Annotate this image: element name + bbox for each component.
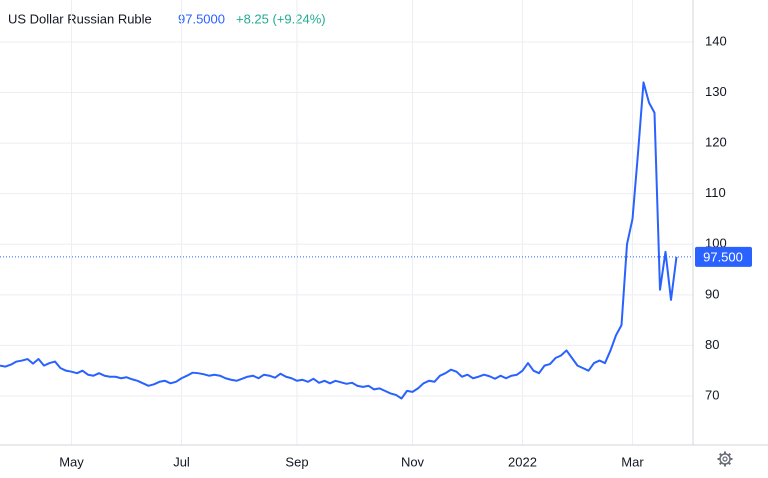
chart-title: US Dollar Russian Ruble — [8, 11, 152, 26]
change: +8.25 (+9.24%) — [236, 11, 326, 26]
price: 97.5000 — [178, 11, 225, 26]
y-tick-label: 110 — [705, 185, 726, 200]
y-tick-label: 90 — [705, 286, 719, 301]
y-tick-label: 70 — [705, 387, 719, 402]
settings-icon[interactable] — [717, 451, 733, 467]
y-tick-label: 140 — [705, 33, 727, 48]
x-tick-label: Mar — [621, 454, 644, 469]
y-tick-label: 120 — [705, 135, 727, 150]
last-price-label: 97.500 — [703, 249, 743, 264]
price-line-series — [0, 81, 678, 400]
y-tick-label: 80 — [705, 337, 719, 352]
x-tick-label: Nov — [401, 454, 425, 469]
x-tick-label: Sep — [285, 454, 308, 469]
y-tick-label: 130 — [705, 84, 727, 99]
x-tick-label: 2022 — [508, 454, 537, 469]
last-price-box — [695, 246, 752, 267]
x-tick-label: Jul — [173, 454, 190, 469]
x-tick-label: May — [59, 454, 84, 469]
